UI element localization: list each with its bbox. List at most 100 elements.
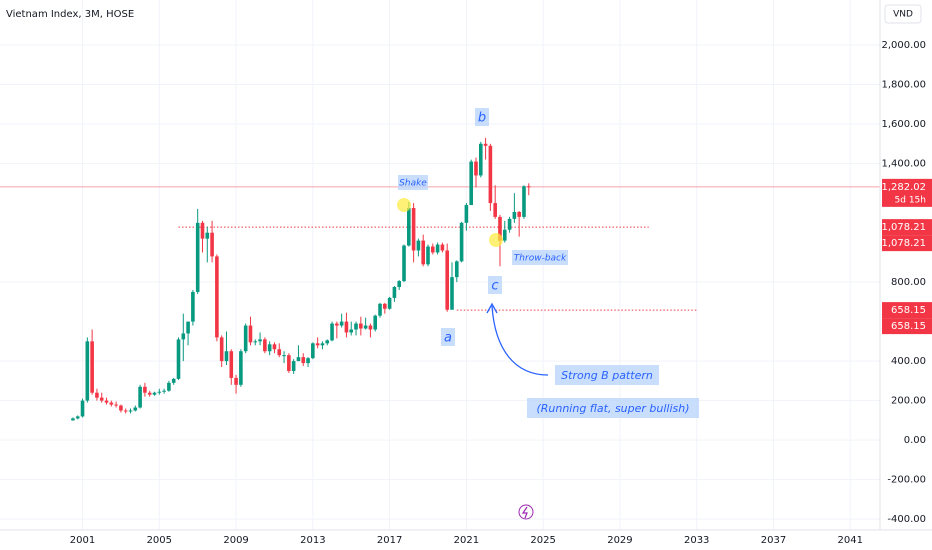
- candle-body: [344, 321, 349, 333]
- axes: 2,000.00 1,800.00 1,600.00 1,400.00 800.00 40…: [70, 40, 932, 546]
- annotation-bg: [488, 276, 502, 294]
- price-label: 658.15: [891, 305, 926, 316]
- candle-body: [440, 244, 445, 251]
- annotation: Strong B pattern: [561, 369, 653, 382]
- currency[interactable]: VND: [893, 10, 913, 20]
- candle-body: [474, 161, 478, 176]
- annotation-bg: [441, 328, 455, 346]
- candle-body: [526, 186, 531, 188]
- candle-body: [133, 407, 138, 411]
- y-tick-label: 0.00: [904, 435, 926, 446]
- candle-body: [195, 222, 200, 292]
- arrow: [491, 305, 549, 376]
- candle-body: [210, 232, 214, 257]
- candle-body: [171, 378, 176, 383]
- candle-body: [277, 349, 282, 356]
- annotations: Shake b a c Throw-back Strong B pattern …: [397, 108, 699, 520]
- candle-body: [224, 351, 229, 362]
- candle-body: [306, 358, 310, 364]
- candle-body: [205, 232, 210, 239]
- candle-body: [383, 303, 387, 309]
- events-icon[interactable]: [518, 504, 534, 520]
- x-tick-label: 2037: [761, 535, 786, 546]
- y-tick-label: 800.00: [891, 277, 926, 288]
- candle-body: [363, 325, 368, 329]
- candle-body: [263, 339, 267, 352]
- candle-body: [71, 418, 75, 421]
- candle-body: [215, 256, 219, 338]
- candle-body: [483, 143, 488, 146]
- price-label-bg: [882, 178, 932, 207]
- annotation-bg: [475, 108, 489, 126]
- candle-body: [138, 386, 142, 408]
- candle-body: [128, 410, 133, 412]
- candle-body: [147, 392, 152, 395]
- candle-body: [435, 244, 440, 253]
- candle-body: [253, 341, 258, 343]
- candle-body: [243, 325, 248, 352]
- candle-body: [469, 161, 473, 206]
- events-icon[interactable]: [521, 506, 528, 519]
- annotation-bg: [398, 175, 428, 190]
- candle-body: [416, 240, 421, 251]
- annotation-bg: [527, 398, 699, 418]
- x-tick-label: 2029: [607, 535, 632, 546]
- candle-body: [114, 404, 118, 406]
- grid: [0, 0, 880, 530]
- currency-box[interactable]: [884, 4, 922, 24]
- y-tick-label: 2,000.00: [881, 40, 926, 51]
- candle-body: [301, 357, 306, 364]
- candle-body: [75, 416, 80, 419]
- candle-body: [234, 377, 238, 385]
- annotation: Throw-back: [514, 254, 567, 264]
- price-label: 658.15: [891, 321, 926, 332]
- x-tick-label: 2033: [684, 535, 709, 546]
- price-label-bg: [882, 302, 932, 319]
- x-tick-label: 2013: [300, 535, 325, 546]
- candle-body: [258, 339, 262, 342]
- candle-body: [426, 246, 430, 265]
- candle-body: [445, 250, 449, 310]
- candle-body: [478, 143, 483, 176]
- price-label-bg: [882, 318, 932, 335]
- candle-body: [191, 291, 195, 322]
- x-tick-label: 2021: [454, 535, 479, 546]
- candle-body: [311, 343, 315, 359]
- price-label: 1,078.21: [881, 238, 926, 249]
- candle-body: [502, 229, 507, 241]
- candle-body: [368, 325, 373, 330]
- candle-body: [402, 245, 406, 282]
- candle-body: [291, 361, 296, 371]
- candle-body: [464, 205, 469, 223]
- plot: [0, 137, 880, 421]
- price-label-bg: [882, 235, 932, 252]
- candle-body: [507, 218, 512, 230]
- candle-body: [450, 277, 454, 310]
- candle-body: [80, 400, 85, 417]
- candle-body: [272, 344, 277, 350]
- candle-body: [162, 390, 166, 392]
- candle-body: [99, 397, 104, 401]
- candle-body: [335, 323, 339, 326]
- candle-body: [85, 341, 90, 401]
- candle-body: [411, 208, 416, 251]
- candle-body: [493, 203, 497, 217]
- highlight: [489, 233, 503, 247]
- candle-body: [315, 343, 320, 346]
- chart-title: Vietnam Index, 3M, HOSE: [6, 9, 134, 20]
- y-tick-label: 200.00: [891, 396, 926, 407]
- candle-body: [104, 400, 109, 403]
- annotation-bg: [555, 365, 659, 385]
- candle-body: [498, 216, 502, 241]
- x-tick-label: 2005: [147, 535, 172, 546]
- candle-body: [181, 333, 186, 340]
- candle-body: [123, 410, 128, 412]
- candle-body: [90, 341, 94, 393]
- price-label: 1,078.21: [881, 222, 926, 233]
- candle-body: [167, 382, 171, 391]
- candle-body: [392, 287, 397, 298]
- x-tick-label: 2009: [223, 535, 248, 546]
- candle-body: [287, 355, 291, 371]
- candle-body: [454, 261, 459, 278]
- candle-body: [157, 391, 162, 393]
